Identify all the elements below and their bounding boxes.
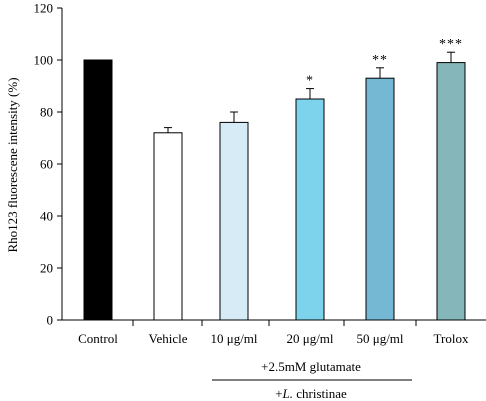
y-tick-label: 0 [47, 313, 54, 328]
bar [83, 59, 113, 321]
x-tick-label: 20 μg/ml [286, 331, 333, 346]
y-tick-label: 80 [40, 105, 53, 120]
y-axis-group: 0 20 40 60 80 100 120 [34, 1, 63, 328]
x-tick-label: Trolox [434, 331, 469, 346]
christinae-group-label: +L. christinae [275, 386, 347, 401]
y-tick-label: 60 [40, 157, 53, 172]
bar [436, 62, 466, 321]
bar [153, 132, 183, 321]
y-axis-label: Rho123 fluorescene intensity (%) [5, 77, 20, 252]
bar [295, 98, 325, 321]
significance-marker: *** [439, 37, 463, 52]
bar [219, 121, 249, 321]
y-tick-label: 40 [40, 209, 53, 224]
glutamate-group-label: +2.5mM glutamate [261, 359, 361, 374]
significance-marker: * [306, 74, 314, 89]
y-tick-label: 20 [40, 261, 53, 276]
bars-group: ****** [83, 37, 466, 321]
x-axis-group: Control Vehicle 10 μg/ml 20 μg/ml 50 μg/ml Tr… [62, 319, 486, 346]
x-tick-label: Vehicle [149, 331, 188, 346]
y-tick-label: 100 [34, 53, 54, 68]
x-tick-label: 10 μg/ml [210, 331, 257, 346]
x-tick-label: 50 μg/ml [356, 331, 403, 346]
significance-marker: ** [372, 53, 388, 68]
bar [365, 77, 395, 321]
x-tick-label: Control [78, 331, 118, 346]
y-tick-label: 120 [34, 1, 54, 16]
